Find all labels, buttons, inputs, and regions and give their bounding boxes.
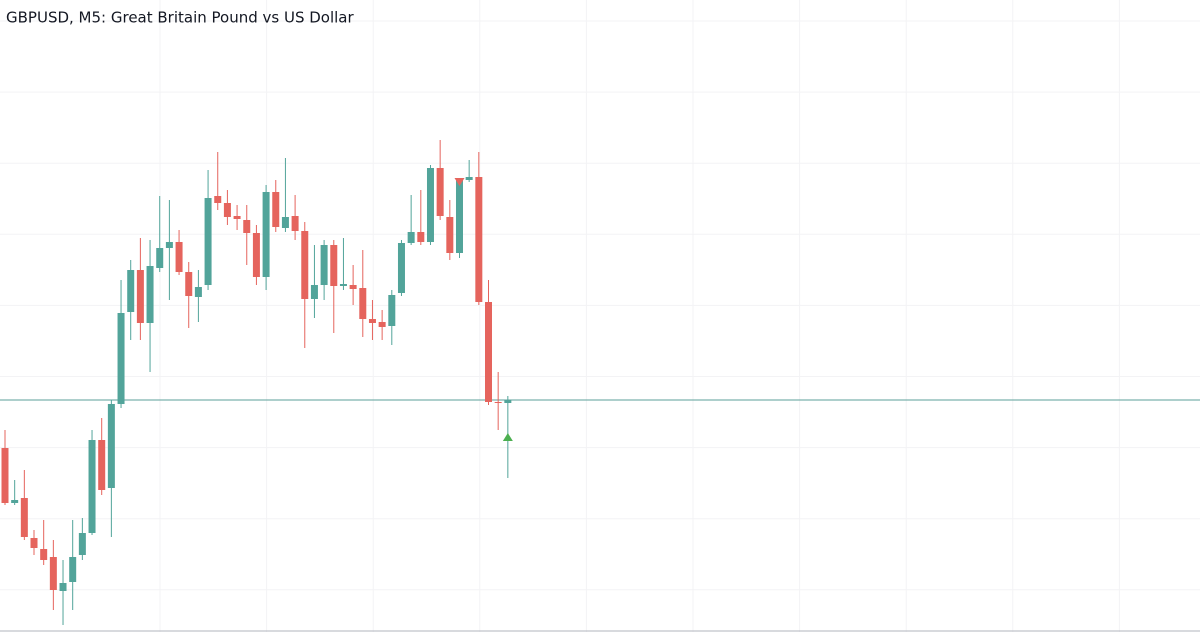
candle-body <box>494 402 502 403</box>
candle-body <box>233 216 241 219</box>
candle-body <box>20 498 28 537</box>
candle-body <box>88 440 96 533</box>
candle-body <box>49 557 57 590</box>
candle-body <box>1 448 9 503</box>
candle-body <box>310 285 318 299</box>
candle-body <box>368 319 376 323</box>
candle-body <box>252 233 260 277</box>
candle-body <box>165 242 173 248</box>
candle-body <box>339 284 347 286</box>
candle-body <box>388 295 396 326</box>
candle-body <box>175 242 183 272</box>
candle-body <box>146 266 154 323</box>
sell-marker <box>454 178 465 186</box>
candle-body <box>204 198 212 285</box>
candle-body <box>301 231 309 299</box>
candle-body <box>485 302 492 402</box>
candle-body <box>185 272 193 296</box>
candle-body <box>446 217 454 253</box>
candle-body <box>291 216 299 231</box>
candle-body <box>117 313 125 404</box>
candle-body <box>281 217 289 228</box>
candle-body <box>504 400 512 403</box>
candle-body <box>11 500 19 503</box>
candle-body <box>359 288 367 319</box>
candle-body <box>475 177 483 302</box>
candle-body <box>223 203 231 217</box>
buy-marker <box>502 433 513 441</box>
candle-body <box>194 287 202 297</box>
candle-body <box>330 245 338 286</box>
candle-body <box>455 180 463 253</box>
candle-body <box>78 533 86 555</box>
candle-body <box>214 196 222 203</box>
candle-body <box>136 270 144 323</box>
candle-body <box>40 549 48 560</box>
candle-body <box>262 192 270 277</box>
candle-body <box>417 232 425 242</box>
candle-body <box>426 168 434 242</box>
candle-body <box>30 538 38 548</box>
candle-body <box>243 220 251 233</box>
candle-body <box>59 583 67 591</box>
candle-body <box>127 270 135 312</box>
candle-body <box>156 248 164 268</box>
candle-body <box>349 285 357 289</box>
candle-body <box>69 557 77 582</box>
candle-body <box>272 192 280 227</box>
chart-title: GBPUSD, M5: Great Britain Pound vs US Do… <box>6 9 354 27</box>
candle-body <box>465 177 473 180</box>
candle-body <box>378 322 386 327</box>
candle-body <box>397 243 405 293</box>
candle-body <box>407 232 415 243</box>
candle-body <box>107 404 115 488</box>
candle-body <box>98 440 106 490</box>
candle-body <box>436 168 444 216</box>
candle-body <box>320 245 328 285</box>
